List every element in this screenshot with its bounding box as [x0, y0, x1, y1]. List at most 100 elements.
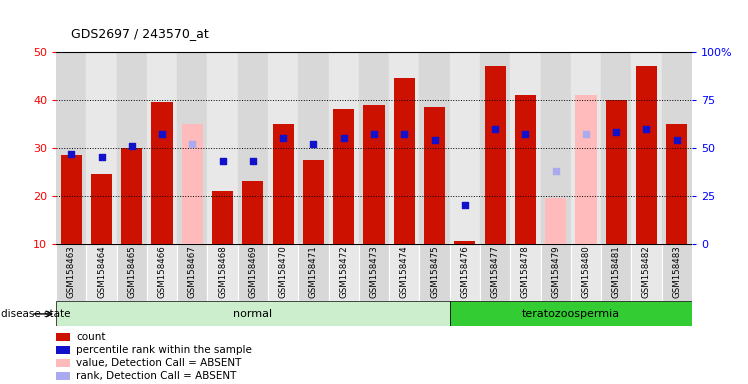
Bar [328, 52, 359, 244]
Bar [212, 191, 233, 244]
Bar [359, 52, 389, 244]
Bar [177, 52, 207, 244]
Bar [359, 244, 389, 301]
Bar [662, 52, 692, 244]
Bar [393, 78, 415, 244]
Bar [480, 244, 510, 301]
Bar [631, 52, 662, 244]
Bar [450, 301, 692, 326]
Bar [56, 333, 70, 341]
Bar [666, 124, 687, 244]
Point [247, 158, 259, 164]
Bar [268, 52, 298, 244]
Bar [272, 124, 294, 244]
Bar [454, 242, 476, 244]
Text: teratozoospermia: teratozoospermia [522, 309, 620, 319]
Bar [515, 95, 536, 244]
Point [156, 131, 168, 137]
Point [307, 141, 319, 147]
Bar [510, 52, 541, 244]
Bar [151, 102, 173, 244]
Bar [91, 174, 112, 244]
Bar [56, 359, 70, 367]
Text: count: count [76, 332, 106, 342]
Bar [662, 244, 692, 301]
Bar [571, 244, 601, 301]
Text: value, Detection Call = ABSENT: value, Detection Call = ABSENT [76, 358, 242, 368]
Bar [182, 124, 203, 244]
Bar [480, 52, 510, 244]
Point [489, 126, 501, 132]
Text: GSM158483: GSM158483 [672, 246, 681, 298]
Text: GSM158467: GSM158467 [188, 246, 197, 298]
Bar [485, 66, 506, 244]
Text: GSM158470: GSM158470 [279, 246, 288, 298]
Text: GSM158477: GSM158477 [491, 246, 500, 298]
Bar [571, 52, 601, 244]
Bar [147, 52, 177, 244]
Bar [56, 52, 86, 244]
Bar [328, 244, 359, 301]
Bar [238, 244, 268, 301]
Point [610, 129, 622, 136]
Point [550, 168, 562, 174]
Bar [121, 148, 142, 244]
Bar [56, 346, 70, 354]
Text: GSM158476: GSM158476 [460, 246, 469, 298]
Text: GSM158475: GSM158475 [430, 246, 439, 298]
Bar [631, 244, 662, 301]
Point [368, 131, 380, 137]
Bar [636, 66, 657, 244]
Point [640, 126, 652, 132]
Text: disease state: disease state [1, 309, 71, 319]
Point [126, 143, 138, 149]
Bar [298, 244, 328, 301]
Text: GDS2697 / 243570_at: GDS2697 / 243570_at [71, 27, 209, 40]
Bar [420, 244, 450, 301]
Bar [56, 244, 86, 301]
Bar [117, 244, 147, 301]
Bar [298, 52, 328, 244]
Point [278, 135, 289, 141]
Bar [541, 244, 571, 301]
Point [65, 151, 77, 157]
Bar [364, 104, 384, 244]
Bar [242, 182, 263, 244]
Bar [510, 244, 541, 301]
Text: rank, Detection Call = ABSENT: rank, Detection Call = ABSENT [76, 371, 237, 381]
Point [338, 135, 350, 141]
Text: GSM158482: GSM158482 [642, 246, 651, 298]
Text: GSM158468: GSM158468 [218, 246, 227, 298]
Point [519, 131, 531, 137]
Bar [601, 52, 631, 244]
Bar [389, 244, 420, 301]
Bar [207, 52, 238, 244]
Bar [61, 155, 82, 244]
Bar [238, 52, 268, 244]
Text: GSM158474: GSM158474 [399, 246, 408, 298]
Bar [389, 52, 420, 244]
Bar [117, 52, 147, 244]
Bar [575, 95, 596, 244]
Bar [86, 52, 117, 244]
Text: normal: normal [233, 309, 272, 319]
Point [580, 131, 592, 137]
Bar [333, 109, 355, 244]
Bar [86, 244, 117, 301]
Text: GSM158480: GSM158480 [581, 246, 590, 298]
Text: GSM158472: GSM158472 [340, 246, 349, 298]
Bar [545, 198, 566, 244]
Bar [541, 52, 571, 244]
Point [217, 158, 229, 164]
Text: GSM158478: GSM158478 [521, 246, 530, 298]
Point [96, 154, 108, 161]
Text: GSM158479: GSM158479 [551, 246, 560, 298]
Point [671, 137, 683, 143]
Bar [207, 244, 238, 301]
Text: GSM158466: GSM158466 [158, 246, 167, 298]
Bar [450, 52, 480, 244]
Point [459, 202, 470, 209]
Bar [147, 244, 177, 301]
Bar [303, 160, 324, 244]
Text: GSM158471: GSM158471 [309, 246, 318, 298]
